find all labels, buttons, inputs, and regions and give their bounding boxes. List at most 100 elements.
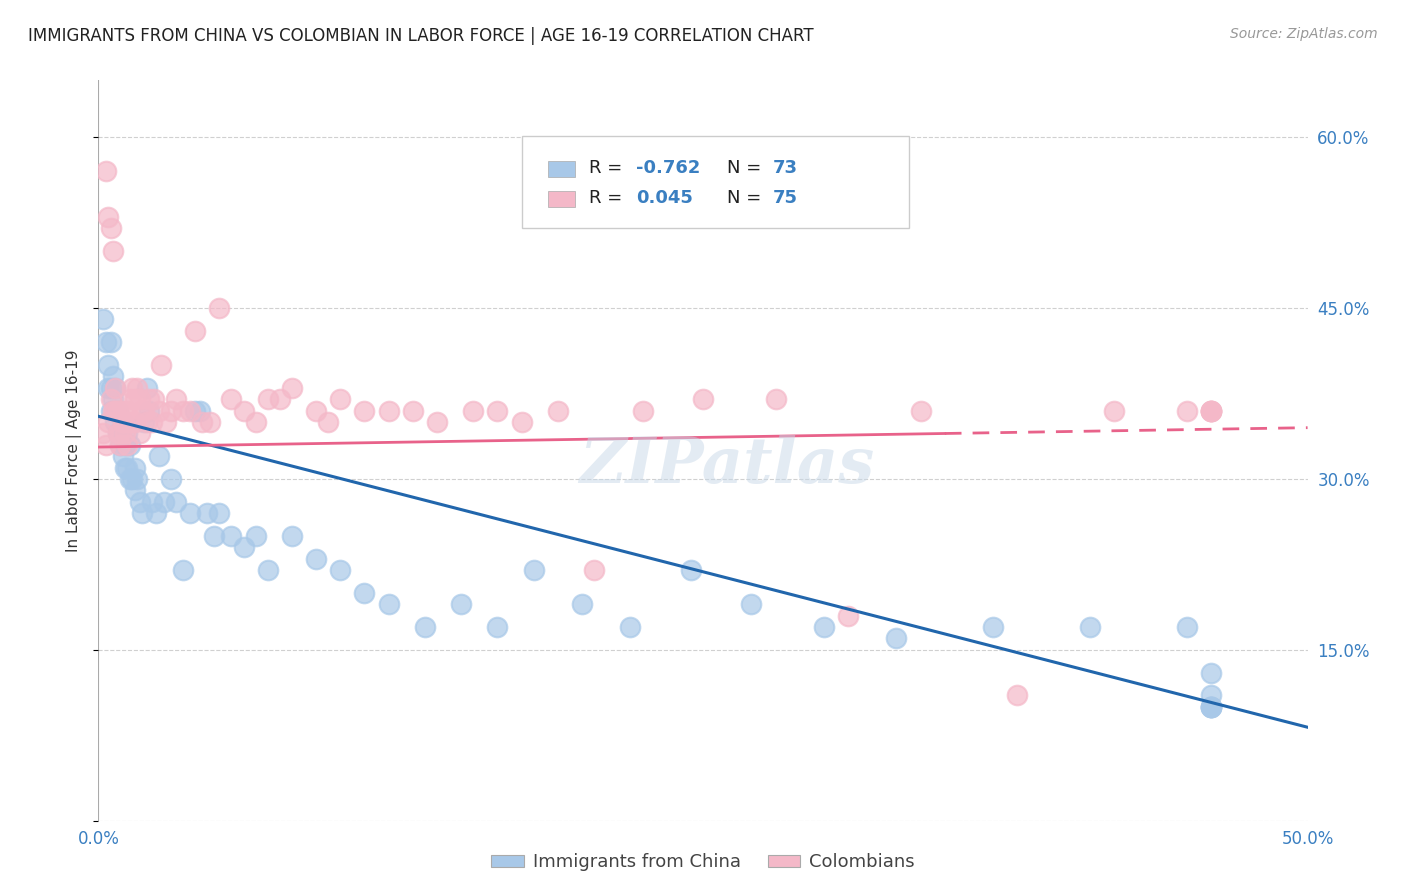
- Point: [107, 426, 129, 441]
- Point: [523, 563, 546, 577]
- Point: [114, 438, 136, 452]
- Point: [127, 381, 149, 395]
- Point: [1199, 689, 1222, 703]
- Point: [100, 221, 122, 235]
- Point: [245, 529, 267, 543]
- Point: [160, 472, 183, 486]
- Point: [316, 415, 339, 429]
- Text: N =: N =: [727, 160, 768, 178]
- Point: [191, 415, 214, 429]
- Point: [269, 392, 291, 407]
- Point: [329, 392, 352, 407]
- Point: [198, 415, 221, 429]
- Point: [101, 392, 124, 407]
- Point: [117, 438, 139, 452]
- Point: [188, 403, 211, 417]
- FancyBboxPatch shape: [548, 161, 575, 178]
- Point: [145, 506, 167, 520]
- Point: [118, 438, 141, 452]
- Point: [426, 415, 449, 429]
- Point: [172, 563, 194, 577]
- Point: [97, 358, 120, 372]
- Point: [111, 415, 134, 429]
- Text: 73: 73: [773, 160, 799, 178]
- Text: -0.762: -0.762: [637, 160, 700, 178]
- Text: R =: R =: [589, 160, 628, 178]
- Point: [107, 403, 129, 417]
- Point: [281, 529, 304, 543]
- Point: [195, 506, 218, 520]
- Point: [135, 415, 157, 429]
- Text: Source: ZipAtlas.com: Source: ZipAtlas.com: [1230, 27, 1378, 41]
- Point: [204, 529, 226, 543]
- Point: [221, 392, 243, 407]
- Point: [111, 449, 134, 463]
- Point: [353, 586, 375, 600]
- Text: 75: 75: [773, 189, 799, 207]
- Point: [886, 632, 908, 646]
- Point: [165, 494, 187, 508]
- Text: N =: N =: [727, 189, 768, 207]
- Point: [679, 563, 702, 577]
- Point: [232, 541, 254, 555]
- Point: [104, 403, 127, 417]
- Point: [108, 426, 131, 441]
- Point: [91, 426, 114, 441]
- Point: [377, 403, 399, 417]
- Point: [141, 494, 163, 508]
- Point: [121, 381, 143, 395]
- Point: [631, 403, 654, 417]
- Point: [179, 506, 201, 520]
- Text: 0.045: 0.045: [637, 189, 693, 207]
- Point: [152, 494, 174, 508]
- Point: [402, 403, 425, 417]
- Text: R =: R =: [589, 189, 628, 207]
- Point: [128, 494, 150, 508]
- Point: [1078, 620, 1101, 634]
- Point: [184, 324, 207, 338]
- Point: [981, 620, 1004, 634]
- Point: [150, 358, 173, 372]
- Legend: Immigrants from China, Colombians: Immigrants from China, Colombians: [484, 847, 922, 879]
- Point: [486, 620, 509, 634]
- Point: [221, 529, 243, 543]
- Point: [256, 392, 278, 407]
- Point: [172, 403, 194, 417]
- Point: [813, 620, 835, 634]
- Point: [100, 392, 122, 407]
- Text: ZIPatlas: ZIPatlas: [579, 434, 875, 496]
- Point: [1175, 620, 1198, 634]
- Point: [1199, 699, 1222, 714]
- Point: [111, 403, 134, 417]
- Point: [121, 472, 143, 486]
- Point: [118, 472, 141, 486]
- Point: [740, 597, 762, 611]
- Point: [1007, 689, 1029, 703]
- Point: [138, 392, 160, 407]
- Point: [135, 381, 157, 395]
- Point: [101, 244, 124, 259]
- Point: [118, 392, 141, 407]
- Point: [143, 392, 166, 407]
- Point: [184, 403, 207, 417]
- Point: [1199, 699, 1222, 714]
- Point: [1199, 699, 1222, 714]
- Point: [463, 403, 485, 417]
- Point: [107, 426, 129, 441]
- Point: [583, 563, 606, 577]
- Point: [148, 449, 170, 463]
- Point: [1199, 665, 1222, 680]
- Point: [100, 335, 122, 350]
- Point: [100, 381, 122, 395]
- Point: [305, 551, 328, 566]
- Point: [124, 460, 146, 475]
- Point: [118, 415, 141, 429]
- Point: [104, 415, 127, 429]
- Point: [117, 426, 139, 441]
- Point: [208, 506, 231, 520]
- Point: [1199, 403, 1222, 417]
- Point: [281, 381, 304, 395]
- Point: [114, 426, 136, 441]
- Point: [547, 403, 569, 417]
- Point: [134, 403, 156, 417]
